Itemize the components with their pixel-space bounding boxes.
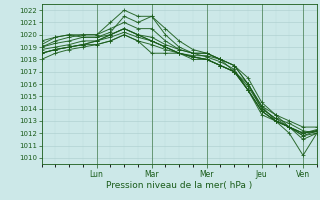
X-axis label: Pression niveau de la mer( hPa ): Pression niveau de la mer( hPa ) [106,181,252,190]
